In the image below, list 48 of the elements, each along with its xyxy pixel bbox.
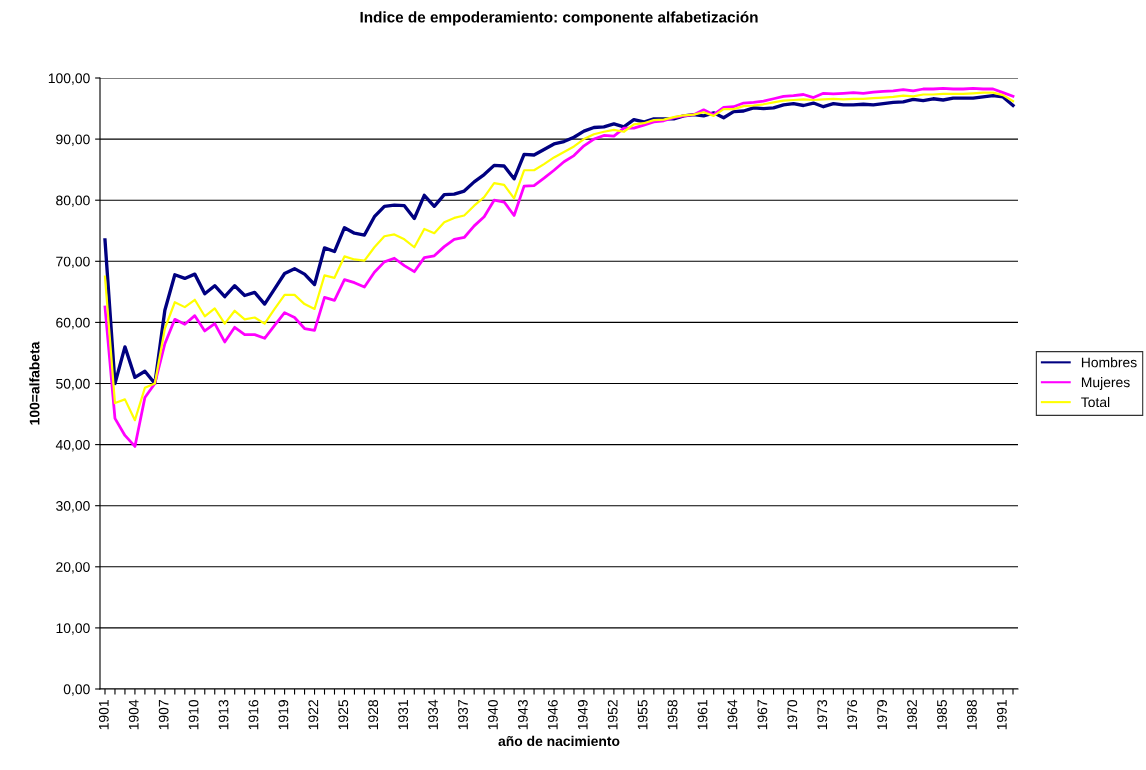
legend-label: Mujeres bbox=[1081, 377, 1130, 390]
x-tick-label: 1955 bbox=[637, 700, 648, 730]
x-tick-label: 1925 bbox=[338, 700, 349, 730]
x-tick-label: 1922 bbox=[308, 700, 319, 730]
y-tick-label: 60,00 bbox=[56, 317, 90, 330]
legend-label: Total bbox=[1081, 396, 1110, 408]
x-tick-label: 1943 bbox=[517, 700, 528, 730]
x-tick-label: 1970 bbox=[787, 699, 798, 730]
x-tick-label: 1979 bbox=[877, 700, 888, 730]
y-tick-label: 40,00 bbox=[55, 439, 90, 452]
x-tick-label: 1961 bbox=[697, 700, 708, 730]
y-tick-label: 50,00 bbox=[56, 378, 90, 391]
x-tick-label: 1937 bbox=[458, 700, 468, 730]
x-tick-label: 1967 bbox=[757, 700, 768, 730]
x-tick-label: 1913 bbox=[218, 700, 229, 730]
x-tick-label: 1931 bbox=[398, 700, 409, 730]
x-tick-label: 1973 bbox=[817, 700, 828, 730]
y-axis-title: 100=alfabeta bbox=[29, 341, 40, 425]
x-tick-label: 1988 bbox=[966, 700, 977, 730]
x-tick-label: 1901 bbox=[98, 700, 109, 730]
x-tick-label: 1964 bbox=[727, 699, 738, 730]
x-tick-label: 1982 bbox=[907, 700, 917, 730]
x-tick-label: 1940 bbox=[488, 699, 498, 730]
y-tick-label: 80,00 bbox=[56, 195, 90, 208]
x-tick-label: 1976 bbox=[847, 700, 858, 730]
x-tick-label: 1952 bbox=[607, 700, 618, 730]
x-tick-label: 1919 bbox=[278, 700, 289, 730]
x-tick-label: 1934 bbox=[428, 699, 438, 730]
y-tick-label: 90,00 bbox=[56, 134, 90, 146]
x-tick-label: 1985 bbox=[937, 700, 947, 730]
x-tick-label: 1910 bbox=[188, 699, 199, 730]
x-tick-label: 1958 bbox=[667, 700, 678, 730]
chart-title: Indice de empoderamiento: componente alfabetización bbox=[360, 11, 758, 26]
y-tick-label: 30,00 bbox=[56, 501, 90, 513]
y-tick-label: 0,00 bbox=[63, 684, 90, 696]
y-tick-label: 100,00 bbox=[48, 73, 90, 85]
x-tick-label: 1928 bbox=[368, 700, 379, 730]
legend-label: Hombres bbox=[1081, 357, 1137, 368]
x-tick-label: 1949 bbox=[577, 700, 588, 730]
x-tick-label: 1991 bbox=[996, 700, 1007, 730]
x-tick-label: 1916 bbox=[248, 700, 259, 730]
x-tick-label: 1946 bbox=[547, 700, 558, 730]
x-tick-label: 1907 bbox=[158, 700, 169, 730]
y-tick-label: 70,00 bbox=[56, 256, 90, 269]
y-tick-label: 10,00 bbox=[56, 623, 90, 635]
x-axis-title: año de nacimiento bbox=[498, 735, 620, 747]
y-tick-label: 20,00 bbox=[56, 562, 90, 574]
x-tick-label: 1904 bbox=[128, 699, 139, 730]
